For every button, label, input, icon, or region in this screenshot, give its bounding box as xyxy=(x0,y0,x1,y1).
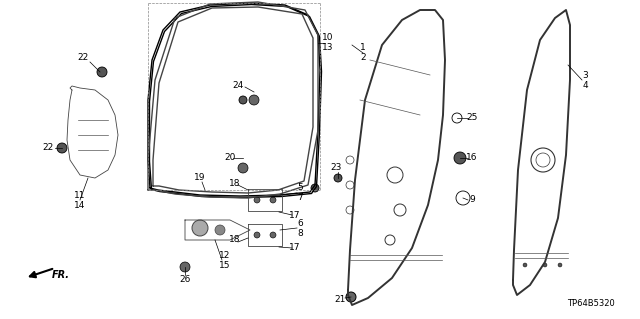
Circle shape xyxy=(454,152,466,164)
Circle shape xyxy=(57,143,67,153)
Text: 5: 5 xyxy=(297,183,303,192)
Circle shape xyxy=(192,220,208,236)
Circle shape xyxy=(249,95,259,105)
Circle shape xyxy=(238,163,248,173)
Circle shape xyxy=(254,197,260,203)
Text: 20: 20 xyxy=(224,153,236,162)
Circle shape xyxy=(334,174,342,182)
Text: FR.: FR. xyxy=(52,270,70,280)
Circle shape xyxy=(180,262,190,272)
Text: 18: 18 xyxy=(229,179,241,188)
Text: 22: 22 xyxy=(42,144,54,152)
Text: 14: 14 xyxy=(74,201,86,210)
Text: 11: 11 xyxy=(74,190,86,199)
Text: 16: 16 xyxy=(467,153,477,162)
Text: 15: 15 xyxy=(220,261,231,270)
Text: 10: 10 xyxy=(323,33,333,42)
Circle shape xyxy=(239,96,247,104)
Text: 24: 24 xyxy=(232,80,244,90)
Text: 4: 4 xyxy=(582,80,588,90)
Text: 3: 3 xyxy=(582,70,588,79)
Circle shape xyxy=(523,263,527,267)
Text: 1: 1 xyxy=(360,43,366,53)
Text: 7: 7 xyxy=(297,194,303,203)
Circle shape xyxy=(270,197,276,203)
Text: 12: 12 xyxy=(220,250,230,259)
Circle shape xyxy=(311,184,319,192)
Text: 6: 6 xyxy=(297,219,303,227)
Text: 25: 25 xyxy=(467,114,477,122)
Text: 9: 9 xyxy=(469,196,475,204)
Circle shape xyxy=(456,191,470,205)
Circle shape xyxy=(543,263,547,267)
Text: TP64B5320: TP64B5320 xyxy=(567,299,615,308)
Text: 18: 18 xyxy=(229,235,241,244)
Circle shape xyxy=(346,292,356,302)
Circle shape xyxy=(558,263,562,267)
Text: 2: 2 xyxy=(360,54,366,63)
Text: 17: 17 xyxy=(289,211,301,219)
Circle shape xyxy=(97,67,107,77)
Text: 26: 26 xyxy=(179,276,191,285)
Text: 8: 8 xyxy=(297,228,303,238)
Text: 19: 19 xyxy=(195,174,205,182)
Text: 22: 22 xyxy=(77,54,88,63)
Circle shape xyxy=(215,225,225,235)
Text: 17: 17 xyxy=(289,243,301,253)
Text: 23: 23 xyxy=(330,164,342,173)
Circle shape xyxy=(270,232,276,238)
Text: 13: 13 xyxy=(323,43,333,53)
Circle shape xyxy=(254,232,260,238)
Circle shape xyxy=(452,113,462,123)
Text: 21: 21 xyxy=(334,295,346,305)
